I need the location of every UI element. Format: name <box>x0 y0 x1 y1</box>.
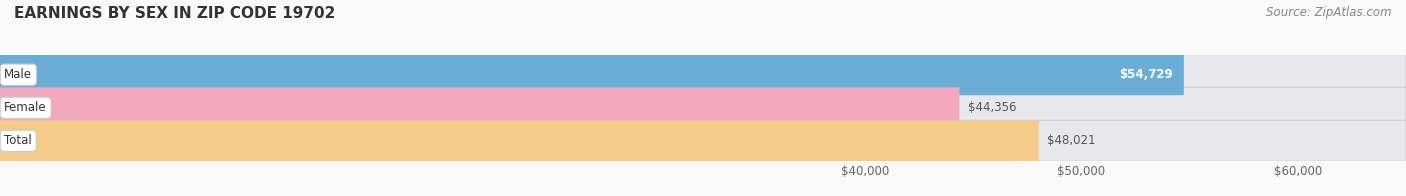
Text: Total: Total <box>4 134 32 147</box>
FancyBboxPatch shape <box>0 87 1406 128</box>
Text: EARNINGS BY SEX IN ZIP CODE 19702: EARNINGS BY SEX IN ZIP CODE 19702 <box>14 6 336 21</box>
Text: $54,729: $54,729 <box>1119 68 1173 81</box>
FancyBboxPatch shape <box>0 120 1039 161</box>
Text: Male: Male <box>4 68 32 81</box>
Text: Source: ZipAtlas.com: Source: ZipAtlas.com <box>1267 6 1392 19</box>
FancyBboxPatch shape <box>0 87 959 128</box>
FancyBboxPatch shape <box>0 120 1406 161</box>
FancyBboxPatch shape <box>0 54 1406 95</box>
FancyBboxPatch shape <box>0 54 1184 95</box>
Text: $44,356: $44,356 <box>969 101 1017 114</box>
Text: $48,021: $48,021 <box>1047 134 1095 147</box>
Text: Female: Female <box>4 101 46 114</box>
